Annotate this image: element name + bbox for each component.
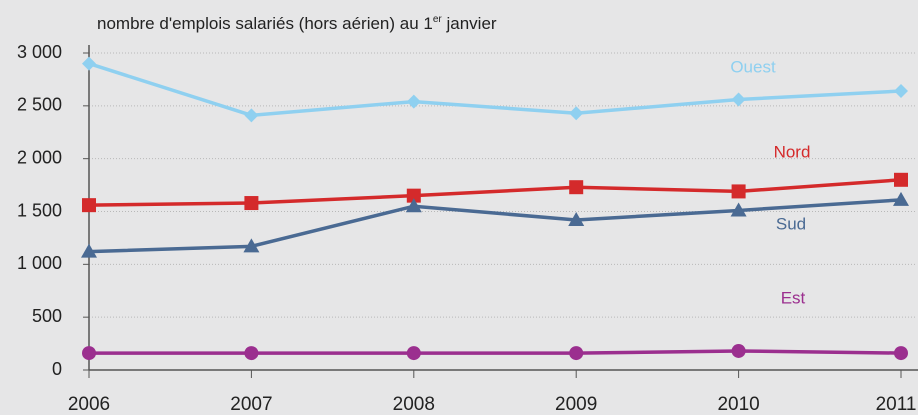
marker [406,188,421,203]
y-tick-label: 500 [32,306,62,326]
marker [81,243,97,258]
marker [893,191,909,206]
marker [730,202,747,217]
marker [82,56,96,71]
marker [82,346,96,361]
marker [568,211,585,226]
marker [243,238,260,253]
y-tick-label: 2 500 [17,95,62,115]
marker [244,108,259,123]
x-tick-label: 2008 [393,394,435,415]
marker [731,92,746,107]
marker [406,94,421,109]
y-tick-label: 1 500 [17,200,62,220]
series-line [89,349,902,355]
marker [244,196,259,211]
marker [569,180,584,195]
y-tick-label: 0 [52,359,62,379]
series-line [88,61,902,118]
x-tick-label: 2011 [876,394,917,415]
marker [82,198,96,213]
marker [894,346,908,361]
marker [894,84,908,99]
x-tick-label: 2006 [68,394,110,415]
series-label: Sud [776,214,806,233]
series-line [88,178,902,207]
title-sup: er [433,14,443,25]
marker [894,172,908,187]
marker [405,198,422,213]
y-tick-label: 2 000 [17,147,62,167]
marker [406,346,421,361]
marker [569,106,584,121]
marker [569,346,584,361]
y-tick-label: 3 000 [17,42,62,62]
title-part: janvier [442,14,497,33]
marker [731,343,746,358]
series-line [88,198,902,254]
series-label: Nord [774,142,811,161]
series-label: Ouest [730,57,776,76]
y-tick-label: 1 000 [17,253,62,273]
x-tick-label: 2010 [717,394,759,415]
chart-title: nombre d'emplois salariés (hors aérien) … [97,14,497,34]
x-tick-label: 2007 [230,394,272,415]
marker [244,346,259,361]
x-tick-label: 2009 [555,394,597,415]
series-label: Est [781,288,806,307]
title-part: nombre d'emplois salariés (hors aérien) … [97,14,433,33]
marker [731,184,746,199]
